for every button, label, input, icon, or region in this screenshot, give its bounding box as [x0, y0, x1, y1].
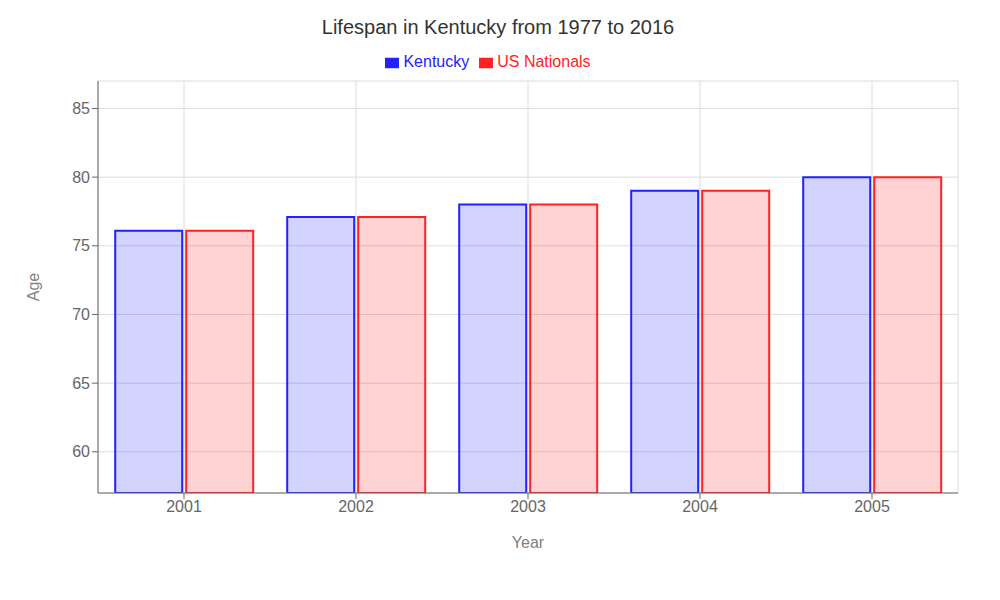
svg-text:60: 60: [72, 443, 90, 460]
svg-text:2004: 2004: [682, 498, 718, 515]
svg-text:80: 80: [72, 169, 90, 186]
svg-text:75: 75: [72, 237, 90, 254]
svg-text:2001: 2001: [166, 498, 202, 515]
html-text:Kentucky: Kentucky: [403, 53, 470, 70]
svg-text:85: 85: [72, 100, 90, 117]
svg-text:Year: Year: [512, 534, 545, 551]
svg-text:2002: 2002: [338, 498, 374, 515]
svg-text:70: 70: [72, 306, 90, 323]
svg-text:2003: 2003: [510, 498, 546, 515]
svg-text:65: 65: [72, 375, 90, 392]
html-text:Lifespan in Kentucky from 1977: Lifespan in Kentucky from 1977 to 2016: [321, 16, 675, 38]
svg-text:2005: 2005: [854, 498, 890, 515]
svg-text:Age: Age: [25, 273, 42, 302]
html-text:US Nationals: US Nationals: [497, 53, 591, 70]
